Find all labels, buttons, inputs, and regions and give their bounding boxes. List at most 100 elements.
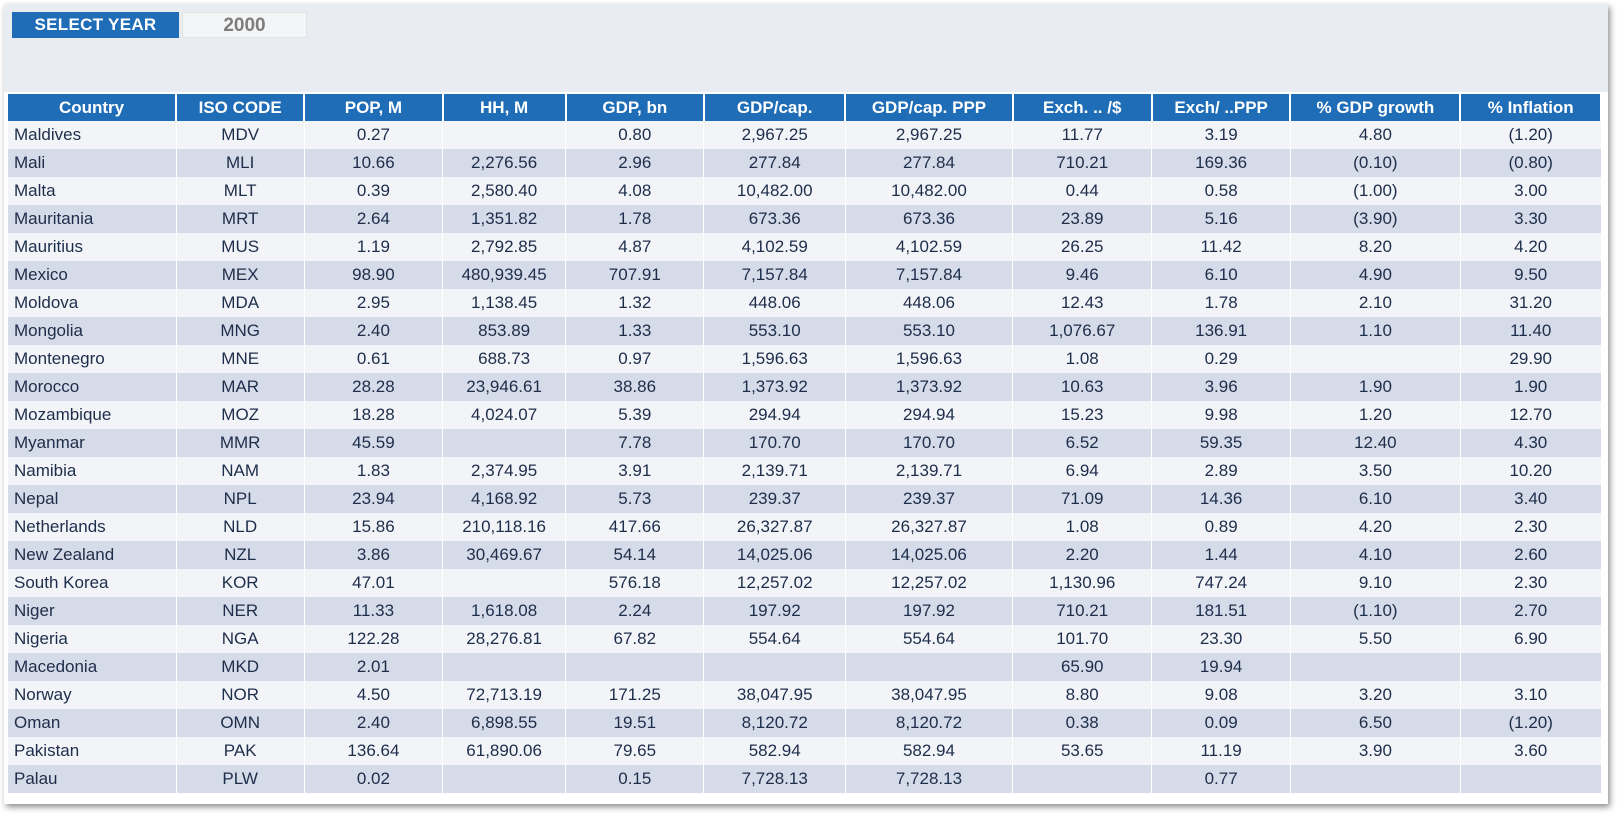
data-cell[interactable]: 294.94 <box>703 401 846 429</box>
country-cell[interactable]: Niger <box>8 597 177 625</box>
data-cell[interactable]: MEX <box>176 261 305 289</box>
column-header[interactable]: GDP/cap. <box>703 94 847 121</box>
data-cell[interactable]: 12.70 <box>1460 401 1602 429</box>
data-cell[interactable]: 239.37 <box>703 485 846 513</box>
country-cell[interactable]: Malta <box>8 177 177 205</box>
data-cell[interactable]: 197.92 <box>845 597 1014 625</box>
data-cell[interactable]: MAR <box>176 373 305 401</box>
data-cell[interactable]: 11.19 <box>1151 737 1291 765</box>
data-cell[interactable]: 3.30 <box>1460 205 1602 233</box>
data-cell[interactable]: 0.09 <box>1151 709 1291 737</box>
data-cell[interactable]: 4.50 <box>304 681 444 709</box>
data-cell[interactable]: 4.20 <box>1460 233 1602 261</box>
data-cell[interactable]: 3.20 <box>1290 681 1461 709</box>
data-cell[interactable]: 5.39 <box>565 401 705 429</box>
data-cell[interactable]: 1.10 <box>1290 317 1461 345</box>
data-cell[interactable]: 8,120.72 <box>703 709 846 737</box>
data-cell[interactable]: 12.43 <box>1012 289 1153 317</box>
data-cell[interactable]: MMR <box>176 429 305 457</box>
data-cell[interactable]: 707.91 <box>565 261 705 289</box>
data-cell[interactable]: 2.64 <box>304 205 444 233</box>
data-cell[interactable]: 26.25 <box>1012 233 1153 261</box>
data-cell[interactable]: 9.46 <box>1012 261 1153 289</box>
data-cell[interactable]: 169.36 <box>1151 149 1291 177</box>
data-cell[interactable]: 10,482.00 <box>703 177 846 205</box>
data-cell[interactable]: MNE <box>176 345 305 373</box>
column-header[interactable]: % Inflation <box>1460 94 1602 121</box>
column-header[interactable]: Exch. .. /$ <box>1012 94 1153 121</box>
data-cell[interactable]: 2.10 <box>1290 289 1461 317</box>
data-cell[interactable]: 6.90 <box>1460 625 1602 653</box>
data-cell[interactable]: 61,890.06 <box>442 737 567 765</box>
country-cell[interactable]: Oman <box>8 709 177 737</box>
data-cell[interactable]: 2.40 <box>304 709 444 737</box>
data-cell[interactable]: 65.90 <box>1012 653 1153 681</box>
data-cell[interactable]: 9.50 <box>1460 261 1602 289</box>
data-cell[interactable]: 0.29 <box>1151 345 1291 373</box>
data-cell[interactable]: 0.27 <box>304 121 444 149</box>
data-cell[interactable]: 7.78 <box>565 429 705 457</box>
data-cell[interactable]: NGA <box>176 625 305 653</box>
data-cell[interactable]: (1.20) <box>1460 121 1602 149</box>
data-cell[interactable]: 1.83 <box>304 457 444 485</box>
data-cell[interactable]: 9.10 <box>1290 569 1461 597</box>
data-cell[interactable]: 3.10 <box>1460 681 1602 709</box>
data-cell[interactable]: 0.80 <box>565 121 705 149</box>
data-cell[interactable]: 28.28 <box>304 373 444 401</box>
data-cell[interactable]: 0.77 <box>1151 765 1291 793</box>
data-cell[interactable]: 4,102.59 <box>703 233 846 261</box>
data-cell[interactable]: 6.50 <box>1290 709 1461 737</box>
country-cell[interactable]: Namibia <box>8 457 177 485</box>
data-cell[interactable]: 4.90 <box>1290 261 1461 289</box>
data-cell[interactable]: 2,139.71 <box>703 457 846 485</box>
country-cell[interactable]: Mozambique <box>8 401 177 429</box>
data-cell[interactable]: 3.19 <box>1151 121 1291 149</box>
data-cell[interactable]: 6,898.55 <box>442 709 567 737</box>
data-cell[interactable]: MKD <box>176 653 305 681</box>
data-cell[interactable]: 853.89 <box>442 317 567 345</box>
data-cell[interactable]: 4.10 <box>1290 541 1461 569</box>
data-cell[interactable]: 26,327.87 <box>703 513 846 541</box>
data-cell[interactable]: 2.30 <box>1460 569 1602 597</box>
data-cell[interactable]: NPL <box>176 485 305 513</box>
data-cell[interactable]: 0.58 <box>1151 177 1291 205</box>
data-cell[interactable]: 2,580.40 <box>442 177 567 205</box>
data-cell[interactable]: 38.86 <box>565 373 705 401</box>
data-cell[interactable]: 3.50 <box>1290 457 1461 485</box>
data-cell[interactable]: 2.24 <box>565 597 705 625</box>
data-cell[interactable]: 553.10 <box>703 317 846 345</box>
country-cell[interactable]: Macedonia <box>8 653 177 681</box>
data-cell[interactable]: 1.90 <box>1290 373 1461 401</box>
data-cell[interactable]: 12,257.02 <box>703 569 846 597</box>
data-cell[interactable]: 11.77 <box>1012 121 1153 149</box>
data-cell[interactable] <box>442 429 567 457</box>
data-cell[interactable]: 6.10 <box>1151 261 1291 289</box>
data-cell[interactable]: 181.51 <box>1151 597 1291 625</box>
data-cell[interactable]: (0.80) <box>1460 149 1602 177</box>
data-cell[interactable]: 553.10 <box>845 317 1014 345</box>
data-cell[interactable]: 53.65 <box>1012 737 1153 765</box>
data-cell[interactable]: 122.28 <box>304 625 444 653</box>
data-cell[interactable]: 1,373.92 <box>845 373 1014 401</box>
column-header[interactable]: ISO CODE <box>176 94 306 121</box>
data-cell[interactable]: MOZ <box>176 401 305 429</box>
data-cell[interactable]: 2.89 <box>1151 457 1291 485</box>
data-cell[interactable]: 4.20 <box>1290 513 1461 541</box>
data-cell[interactable]: 18.28 <box>304 401 444 429</box>
data-cell[interactable]: 136.91 <box>1151 317 1291 345</box>
data-cell[interactable]: 45.59 <box>304 429 444 457</box>
country-cell[interactable]: Morocco <box>8 373 177 401</box>
country-cell[interactable]: Montenegro <box>8 345 177 373</box>
data-cell[interactable]: 8.20 <box>1290 233 1461 261</box>
data-cell[interactable]: 10.20 <box>1460 457 1602 485</box>
country-cell[interactable]: Mauritania <box>8 205 177 233</box>
data-cell[interactable]: MUS <box>176 233 305 261</box>
data-cell[interactable]: 277.84 <box>845 149 1014 177</box>
data-cell[interactable]: 3.96 <box>1151 373 1291 401</box>
data-cell[interactable]: 5.73 <box>565 485 705 513</box>
data-cell[interactable]: 2.40 <box>304 317 444 345</box>
data-cell[interactable]: 4.08 <box>565 177 705 205</box>
data-cell[interactable]: 480,939.45 <box>442 261 567 289</box>
data-cell[interactable]: 10.63 <box>1012 373 1153 401</box>
data-cell[interactable]: 0.97 <box>565 345 705 373</box>
